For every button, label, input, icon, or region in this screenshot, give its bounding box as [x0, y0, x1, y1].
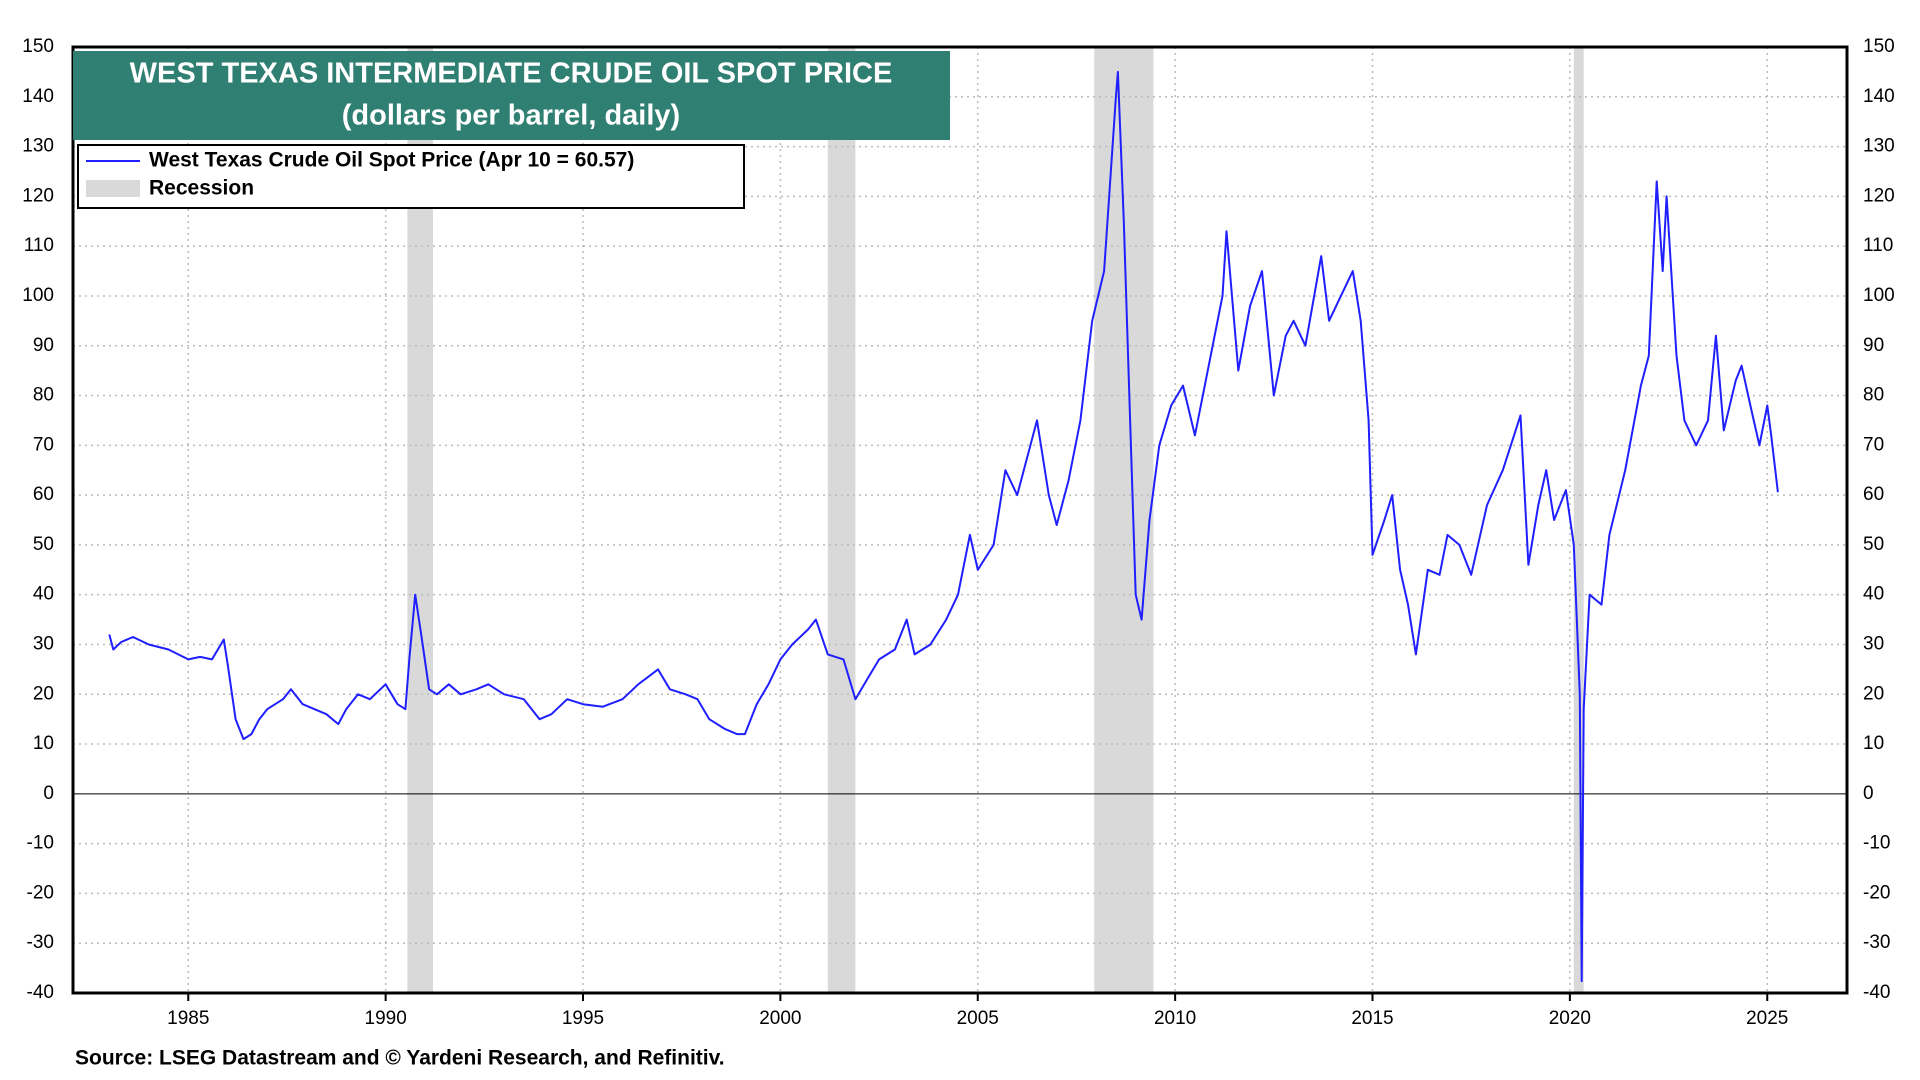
y2-tick-label: -20: [1863, 882, 1890, 903]
y2-tick-label: 60: [1863, 484, 1884, 505]
y2-tick-label: 100: [1863, 285, 1895, 306]
plot-frame: [71, 45, 1849, 995]
x-tick-label: 1990: [365, 1008, 407, 1029]
title-box: [73, 51, 950, 140]
y-tick-label: 30: [33, 633, 54, 654]
y2-tick-label: 80: [1863, 385, 1884, 406]
y2-tick-label: 140: [1863, 86, 1895, 107]
y-tick-label: 50: [33, 534, 54, 555]
y2-tick-label: -30: [1863, 932, 1890, 953]
chart-title: WEST TEXAS INTERMEDIATE CRUDE OIL SPOT P…: [130, 58, 893, 90]
x-tick-label: 2000: [759, 1008, 801, 1029]
y2-tick-label: 10: [1863, 733, 1884, 754]
recession-band: [827, 47, 856, 993]
y2-tick-label: 50: [1863, 534, 1884, 555]
y-tick-label: -30: [27, 932, 54, 953]
x-tick-label: 2005: [957, 1008, 999, 1029]
y-tick-label: -20: [27, 882, 54, 903]
x-tick-label: 1995: [562, 1008, 604, 1029]
y-tick-label: 110: [24, 235, 54, 256]
y-tick-label: 10: [33, 733, 54, 754]
y-tick-label: 130: [22, 136, 54, 157]
y2-tick-label: 130: [1863, 136, 1895, 157]
y2-tick-label: 0: [1863, 783, 1874, 804]
y-tick-label: 20: [33, 683, 54, 704]
y2-tick-label: 30: [1863, 633, 1884, 654]
x-tick-label: 2025: [1746, 1008, 1788, 1029]
x-tick-label: 2020: [1549, 1008, 1591, 1029]
x-tick-label: 2010: [1154, 1008, 1196, 1029]
y-tick-label: 60: [33, 484, 54, 505]
legend-label: Recession: [149, 177, 254, 200]
y2-tick-label: 110: [1863, 235, 1893, 256]
y2-tick-label: -40: [1863, 982, 1890, 1003]
chart-subtitle: (dollars per barrel, daily): [342, 100, 680, 132]
y2-tick-label: 150: [1863, 36, 1895, 57]
y-tick-label: -10: [27, 833, 54, 854]
legend-label: West Texas Crude Oil Spot Price (Apr 10 …: [149, 149, 634, 172]
y-tick-label: 0: [43, 783, 54, 804]
y-tick-label: 140: [22, 86, 54, 107]
legend-swatch: [86, 180, 140, 197]
legend-box: [77, 144, 745, 209]
y2-tick-label: 70: [1863, 434, 1884, 455]
y2-tick-label: 40: [1863, 584, 1884, 605]
y-tick-label: 120: [22, 185, 54, 206]
y-tick-label: 70: [33, 434, 54, 455]
y-tick-label: 100: [22, 285, 54, 306]
y-tick-label: -40: [27, 982, 54, 1003]
y-tick-label: 80: [33, 385, 54, 406]
recession-band: [1094, 47, 1154, 993]
y-tick-label: 40: [33, 584, 54, 605]
x-tick-label: 1985: [167, 1008, 209, 1029]
y2-tick-label: -10: [1863, 833, 1890, 854]
x-tick-label: 2015: [1351, 1008, 1393, 1029]
price-line: [108, 70, 1779, 983]
y2-tick-label: 20: [1863, 683, 1884, 704]
y-tick-label: 150: [22, 36, 54, 57]
y2-tick-label: 90: [1863, 335, 1884, 356]
recession-band: [1573, 47, 1584, 993]
y2-tick-label: 120: [1863, 185, 1895, 206]
y-tick-label: 90: [33, 335, 54, 356]
source-note: Source: LSEG Datastream and © Yardeni Re…: [75, 1047, 725, 1070]
